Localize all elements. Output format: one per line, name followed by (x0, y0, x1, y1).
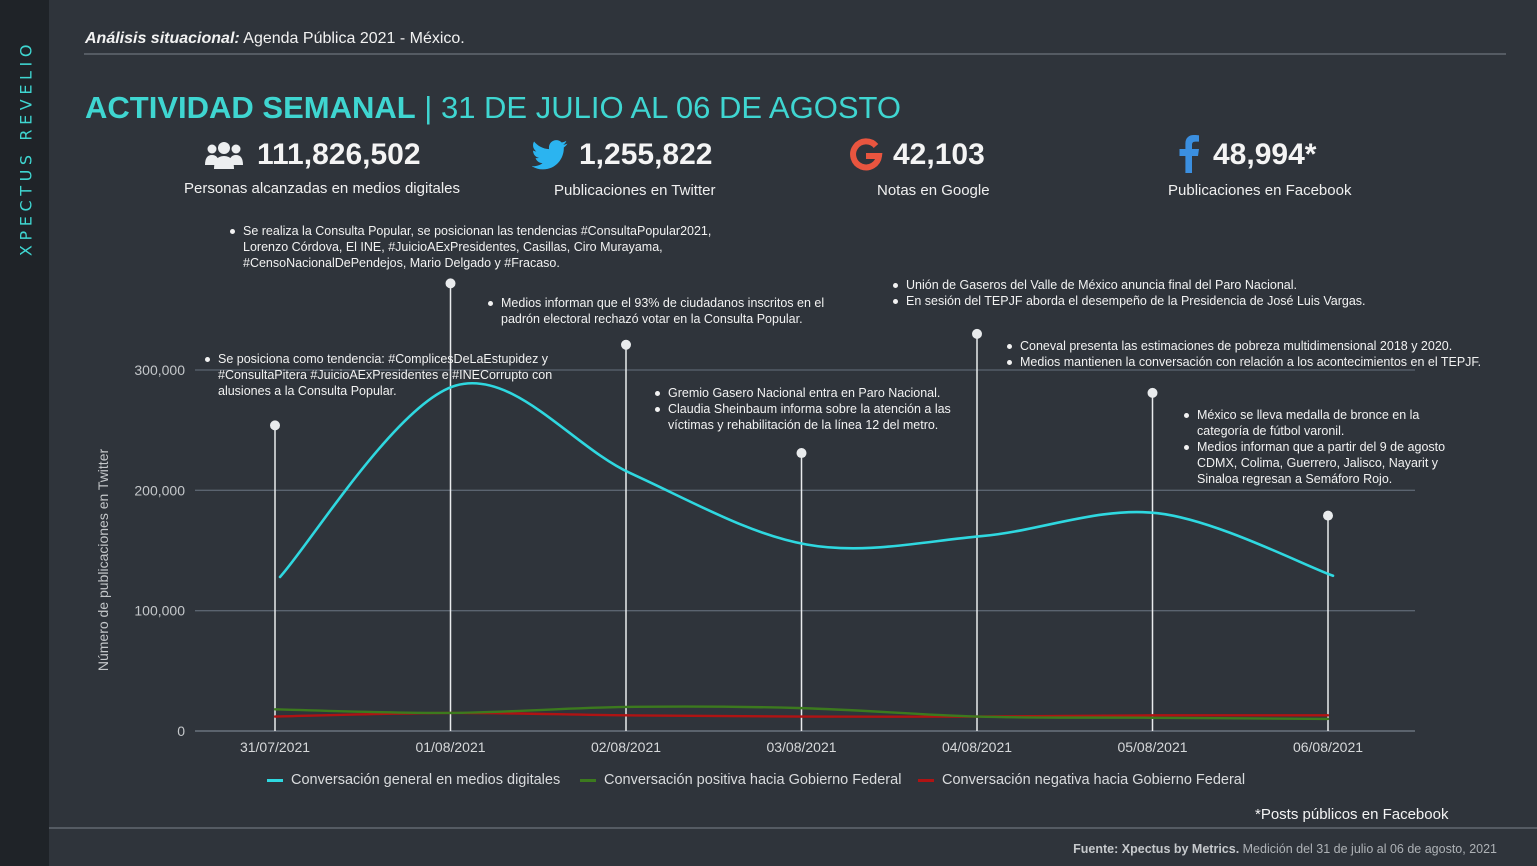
kpi-facebook-label: Publicaciones en Facebook (1168, 182, 1352, 199)
kpi-reach-value: 111,826,502 (257, 138, 421, 171)
legend-swatch-negative (918, 778, 934, 782)
page-title-range: | 31 DE JULIO AL 06 DE AGOSTO (415, 90, 901, 125)
annotation-3107-item-1: Se posiciona como tendencia: #ComplicesD… (203, 351, 568, 399)
twitter-bird-icon (532, 140, 568, 170)
people-group-icon (205, 142, 243, 169)
y-axis-label: Número de publicaciones en Twitter (95, 449, 111, 672)
report-heading-bold: Análisis situacional: (85, 30, 240, 47)
chart-gridlines (195, 369, 1415, 732)
side-bar: XPECTUS REVELIO (0, 0, 49, 866)
y-tick-label: 200,000 (134, 482, 185, 498)
annotation-marker (1323, 510, 1333, 521)
facebook-footnote: *Posts públicos en Facebook (1255, 806, 1449, 823)
legend-item-general[interactable]: Conversación general en medios digitales (267, 772, 560, 788)
annotation-0508-item-2: Medios mantienen la conversación con rel… (1005, 354, 1515, 370)
legend-swatch-general (267, 778, 283, 782)
x-tick-label: 04/08/2021 (942, 739, 1012, 755)
kpi-google-value: 42,103 (893, 138, 985, 171)
header-divider (84, 53, 1506, 55)
source-note-bold: Fuente: Xpectus by Metrics. (1073, 842, 1240, 856)
x-tick-label: 05/08/2021 (1117, 739, 1187, 755)
annotation-stems (270, 278, 1333, 731)
series-line-positive (273, 705, 1330, 721)
x-tick-label: 01/08/2021 (415, 739, 485, 755)
annotation-0208: Medios informan que el 93% de ciudadanos… (486, 295, 831, 327)
y-tick-label: 300,000 (134, 362, 185, 378)
y-axis-ticks: 0 100,000 200,000 300,000 (134, 362, 185, 739)
annotation-0108-item-1: Se realiza la Consulta Popular, se posic… (228, 223, 718, 271)
annotation-0608: México se lleva medalla de bronce en la … (1182, 407, 1472, 487)
kpi-twitter-label: Publicaciones en Twitter (554, 182, 716, 199)
series-line-general (278, 382, 1335, 579)
page-title: ACTIVIDAD SEMANAL | 31 DE JULIO AL 06 DE… (85, 90, 901, 126)
annotation-marker (445, 278, 456, 289)
annotation-0308-item-2: Claudia Sheinbaum informa sobre la atenc… (653, 401, 973, 433)
annotation-0408-item-2: En sesión del TEPJF aborda el desempeño … (891, 293, 1411, 309)
kpi-facebook-value: 48,994* (1213, 138, 1317, 171)
kpi-twitter-value: 1,255,822 (579, 138, 713, 171)
report-heading: Análisis situacional: Agenda Pública 202… (85, 30, 465, 48)
x-tick-label: 31/07/2021 (240, 739, 310, 755)
chart-series-lines (273, 382, 1335, 721)
annotation-0108: Se realiza la Consulta Popular, se posic… (228, 223, 718, 271)
x-tick-label: 03/08/2021 (766, 739, 836, 755)
legend-label-positive: Conversación positiva hacia Gobierno Fed… (604, 772, 902, 788)
legend-swatch-positive (580, 778, 596, 782)
legend-label-negative: Conversación negativa hacia Gobierno Fed… (942, 772, 1246, 788)
annotation-marker (270, 420, 280, 431)
facebook-f-icon (1179, 135, 1199, 173)
annotation-marker (796, 448, 807, 459)
kpi-reach-label: Personas alcanzadas en medios digitales (184, 180, 460, 197)
y-tick-label: 100,000 (134, 603, 185, 619)
annotation-marker (972, 328, 982, 339)
annotation-0408-item-1: Unión de Gaseros del Valle de México anu… (891, 277, 1411, 293)
page-title-bold: ACTIVIDAD SEMANAL (85, 90, 416, 125)
legend-item-negative[interactable]: Conversación negativa hacia Gobierno Fed… (918, 772, 1245, 788)
annotation-0308: Gremio Gasero Nacional entra en Paro Nac… (653, 385, 973, 433)
x-tick-label: 06/08/2021 (1293, 739, 1363, 755)
annotation-0308-item-1: Gremio Gasero Nacional entra en Paro Nac… (653, 385, 973, 401)
y-tick-label: 0 (177, 723, 185, 739)
annotation-marker (1147, 387, 1158, 398)
annotation-0608-item-2: Medios informan que a partir del 9 de ag… (1182, 439, 1472, 487)
footer-divider (49, 827, 1537, 829)
annotation-3107: Se posiciona como tendencia: #ComplicesD… (203, 351, 568, 399)
annotation-0608-item-1: México se lleva medalla de bronce en la … (1182, 407, 1472, 439)
legend-item-positive[interactable]: Conversación positiva hacia Gobierno Fed… (580, 772, 901, 788)
source-note: Fuente: Xpectus by Metrics. Medición del… (1073, 842, 1497, 856)
report-heading-rest: Agenda Pública 2021 - México. (239, 30, 465, 47)
kpi-google-label: Notas en Google (877, 182, 990, 199)
google-g-icon (850, 138, 883, 171)
annotation-0508-item-1: Coneval presenta las estimaciones de pob… (1005, 338, 1515, 354)
legend-label-general: Conversación general en medios digitales (291, 772, 561, 788)
x-tick-label: 02/08/2021 (591, 739, 661, 755)
source-note-rest: Medición del 31 de julio al 06 de agosto… (1239, 842, 1497, 856)
annotation-marker (621, 339, 631, 350)
annotation-0408: Unión de Gaseros del Valle de México anu… (891, 277, 1411, 309)
annotation-0508: Coneval presenta las estimaciones de pob… (1005, 338, 1515, 370)
annotation-0208-item-1: Medios informan que el 93% de ciudadanos… (486, 295, 831, 327)
x-axis-ticks: 31/07/2021 01/08/2021 02/08/2021 03/08/2021… (240, 739, 1363, 755)
